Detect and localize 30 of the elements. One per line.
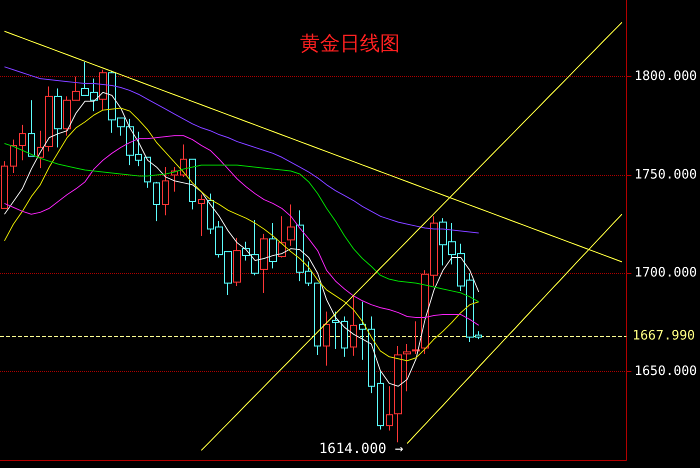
candlestick (350, 295, 357, 356)
candlestick (189, 158, 196, 210)
candlestick (28, 100, 35, 157)
candlestick (332, 311, 339, 350)
y-tick-label: 1650.000 (634, 364, 698, 380)
y-tick-label: 1750.000 (634, 167, 698, 182)
candlestick (341, 316, 348, 358)
candlestick (368, 316, 375, 394)
candlestick (412, 320, 420, 354)
candlestick (394, 345, 402, 443)
candlestick (359, 301, 366, 360)
ref-line-label: 1667.990 (632, 328, 696, 344)
line-series (4, 135, 480, 326)
candlestick (162, 166, 169, 216)
candlestick (19, 124, 26, 161)
candlestick (314, 282, 321, 356)
line-series (4, 143, 480, 302)
annotation: 1614.000 → (319, 441, 404, 457)
candlestick (153, 181, 160, 222)
text: 黄金日线图 (300, 31, 400, 55)
line-series (4, 66, 480, 234)
candlestick (403, 344, 411, 392)
candlestick (144, 156, 151, 188)
y-tick-label: 1800.000 (634, 69, 698, 84)
y-tick-label: 1700.000 (634, 266, 698, 281)
candlestick (377, 371, 384, 430)
candlestick (386, 386, 393, 432)
candlestick (323, 311, 330, 366)
candlestick (198, 194, 205, 236)
candlestick (10, 139, 17, 174)
